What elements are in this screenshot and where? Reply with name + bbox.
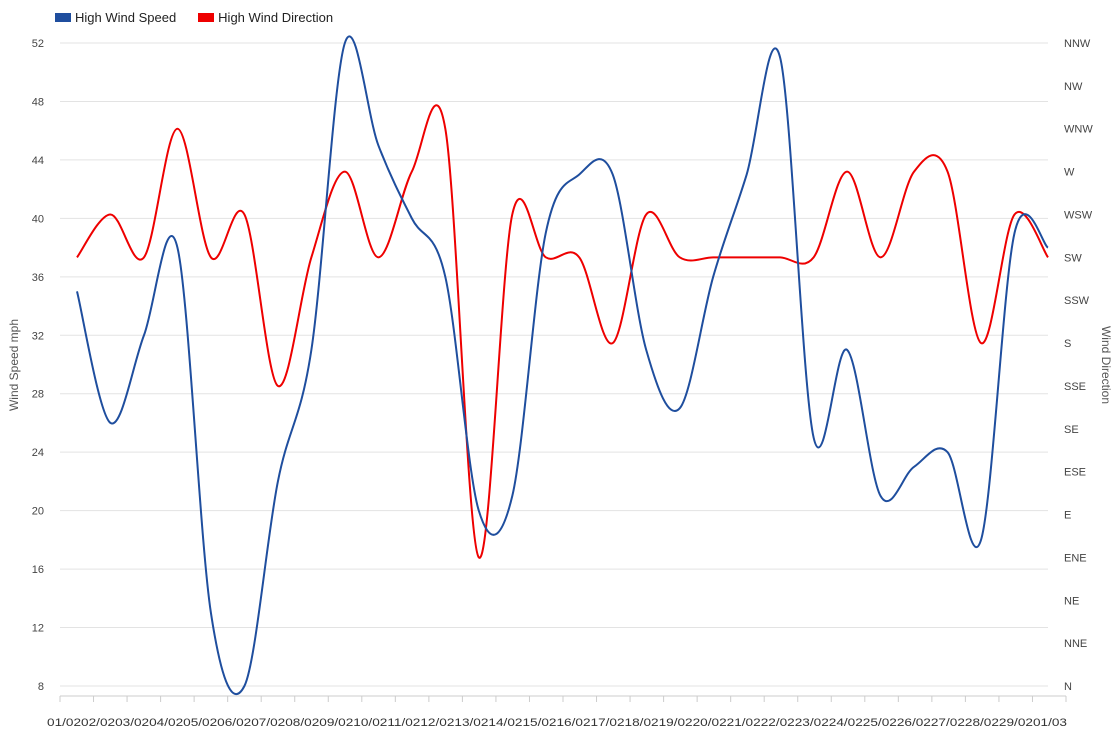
y-right-tick-label: W <box>1064 167 1075 179</box>
y-right-tick-label: N <box>1064 681 1072 693</box>
y-right-tick-label: ENE <box>1064 552 1087 564</box>
y-right-tick-label: WNW <box>1064 124 1093 136</box>
y-left-tick-label: 24 <box>32 447 44 459</box>
y-left-tick-label: 20 <box>32 506 44 518</box>
y-left-tick-label: 16 <box>32 564 44 576</box>
y-right-tick-label: ESE <box>1064 467 1086 479</box>
y-right-tick-label: E <box>1064 510 1071 522</box>
y-right-tick-label: NW <box>1064 81 1083 93</box>
y-right-tick-label: WSW <box>1064 209 1093 221</box>
series-line-wind-speed <box>76 35 1049 696</box>
y-right-axis-title: Wind Direction <box>1099 326 1113 404</box>
y-left-tick-label: 40 <box>32 213 44 225</box>
legend: High Wind Speed High Wind Direction <box>55 10 333 25</box>
y-left-tick-label: 28 <box>32 389 44 401</box>
y-right-tick-label: SSW <box>1064 295 1090 307</box>
series-line-wind-direction <box>76 104 1049 559</box>
y-right-tick-label: S <box>1064 338 1071 350</box>
legend-label-wind-speed: High Wind Speed <box>75 10 177 25</box>
y-right-tick-label: SW <box>1064 252 1082 264</box>
y-right-tick-label: SE <box>1064 424 1079 436</box>
y-left-tick-label: 52 <box>32 38 44 50</box>
y-left-tick-label: 44 <box>32 155 44 167</box>
y-left-tick-label: 48 <box>32 96 44 108</box>
y-right-tick-label: NNE <box>1064 638 1087 650</box>
y-left-tick-label: 36 <box>32 272 44 284</box>
y-left-axis-title: Wind Speed mph <box>7 319 21 411</box>
y-right-tick-label: NNW <box>1064 38 1091 50</box>
y-left-tick-label: 32 <box>32 330 44 342</box>
legend-item-wind-direction[interactable]: High Wind Direction <box>198 10 333 25</box>
y-left-tick-label: 8 <box>38 681 44 693</box>
y-right-tick-label: NE <box>1064 595 1079 607</box>
legend-item-wind-speed[interactable]: High Wind Speed <box>55 10 176 25</box>
x-tick-labels: 01/0202/0203/0204/0205/0206/0207/0208/02… <box>47 717 1067 729</box>
y-right-tick-label: SSE <box>1064 381 1086 393</box>
legend-swatch-wind-direction <box>198 13 215 22</box>
y-left-tick-label: 12 <box>32 623 44 635</box>
legend-swatch-wind-speed <box>55 13 71 22</box>
legend-label-wind-direction: High Wind Direction <box>218 10 334 25</box>
